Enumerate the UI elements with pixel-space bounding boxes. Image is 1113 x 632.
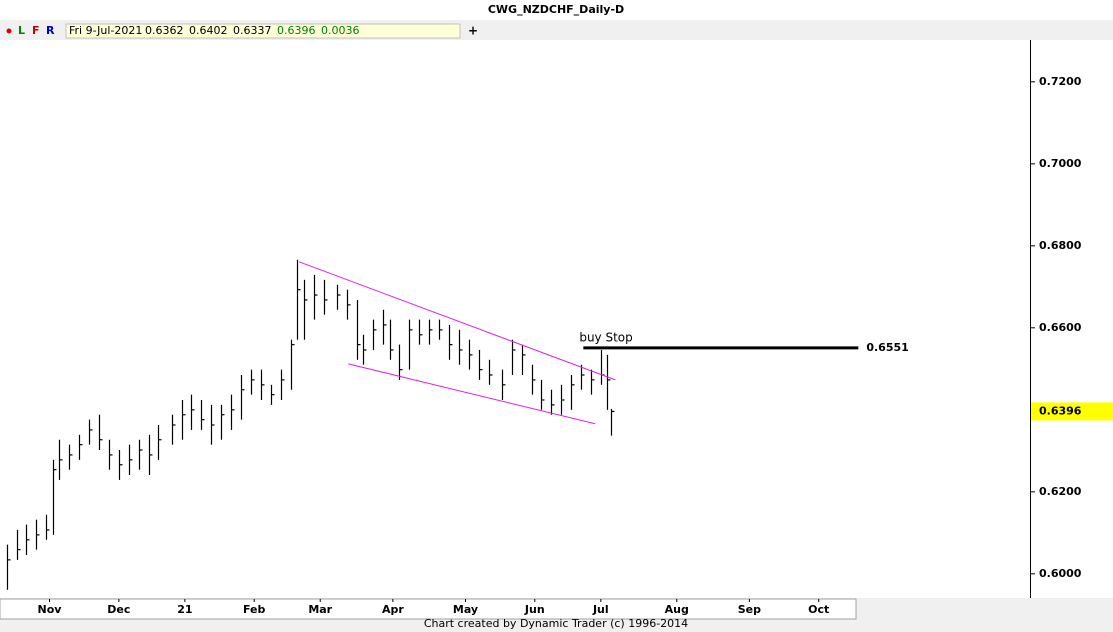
y-tick-label: 0.6600 xyxy=(1039,321,1082,334)
x-tick-label: Sep xyxy=(738,603,761,616)
y-tick-label: 0.6200 xyxy=(1039,485,1082,498)
info-close: 0.6396 xyxy=(277,24,316,37)
last-price-label: 0.6396 xyxy=(1039,404,1082,417)
x-tick-label: Dec xyxy=(107,603,130,616)
toolbar-button[interactable]: R xyxy=(46,24,55,37)
y-tick-label: 0.6800 xyxy=(1039,239,1082,252)
x-tick-label: Nov xyxy=(38,603,63,616)
info-low: 0.6337 xyxy=(233,24,272,37)
date-axis xyxy=(0,598,857,620)
info-high: 0.6402 xyxy=(189,24,228,37)
trendline xyxy=(298,261,616,381)
info-box xyxy=(65,23,461,39)
toolbar-button[interactable]: L xyxy=(18,24,25,37)
footer: Chart created by Dynamic Trader (c) 1996… xyxy=(424,617,688,630)
price-axis xyxy=(1031,40,1113,598)
plot-area xyxy=(0,40,1030,598)
x-tick-label: May xyxy=(453,603,478,616)
last-price-box xyxy=(1031,402,1113,421)
x-tick-label: Aug xyxy=(665,603,689,616)
level-label: 0.6551 xyxy=(866,341,908,354)
x-tick-label: Apr xyxy=(382,603,404,616)
annotation: buy Stop xyxy=(579,330,632,344)
x-tick-label: Jun xyxy=(524,603,545,616)
x-tick-label: 21 xyxy=(177,603,192,616)
x-tick-label: Oct xyxy=(808,603,829,616)
y-tick-label: 0.6000 xyxy=(1039,567,1082,580)
chart-title: CWG_NZDCHF_Daily-D xyxy=(488,3,624,16)
y-tick-label: 0.7200 xyxy=(1039,75,1082,88)
info-change: 0.0036 xyxy=(321,24,360,37)
x-tick-label: Feb xyxy=(243,603,266,616)
add-button[interactable]: + xyxy=(468,24,478,38)
trendline xyxy=(348,363,596,425)
toolbar-button[interactable]: F xyxy=(32,24,40,37)
info-date: Fri 9-Jul-2021 xyxy=(69,24,142,37)
title-bar xyxy=(0,0,1113,20)
status-dot xyxy=(6,28,12,34)
y-tick-label: 0.7000 xyxy=(1039,157,1082,170)
x-tick-label: Mar xyxy=(308,603,332,616)
info-open: 0.6362 xyxy=(145,24,184,37)
x-tick-label: Jul xyxy=(592,603,609,616)
